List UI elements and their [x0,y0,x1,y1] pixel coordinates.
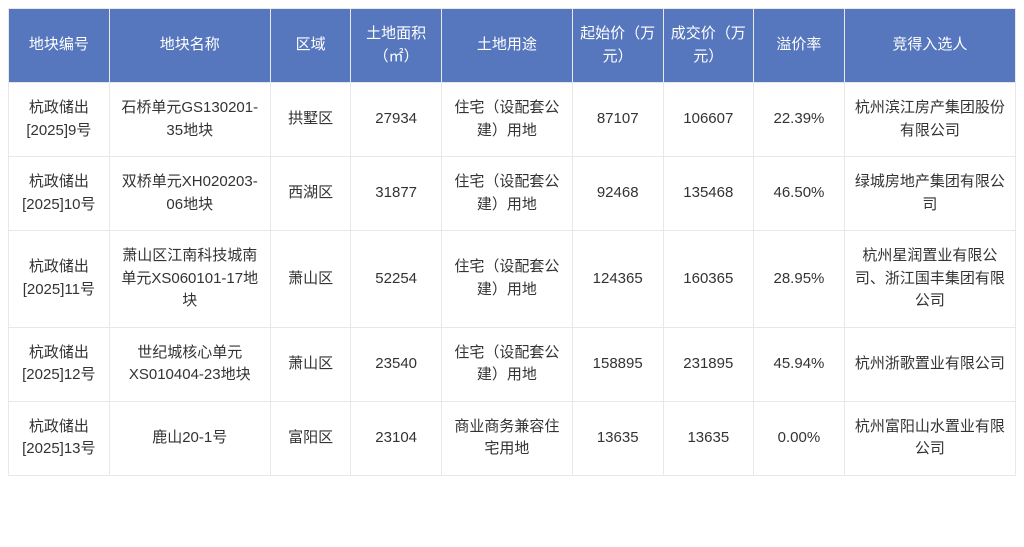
cell-winner: 杭州富阳山水置业有限公司 [844,401,1015,475]
cell-district: 萧山区 [270,231,351,328]
col-header-final-price: 成交价（万元） [663,9,754,83]
cell-premium: 45.94% [754,327,845,401]
cell-winner: 杭州浙歌置业有限公司 [844,327,1015,401]
cell-parcel-id: 杭政储出[2025]9号 [9,83,110,157]
cell-final-price: 160365 [663,231,754,328]
cell-final-price: 106607 [663,83,754,157]
cell-parcel-name: 石桥单元GS130201-35地块 [109,83,270,157]
cell-parcel-id: 杭政储出[2025]13号 [9,401,110,475]
cell-district: 萧山区 [270,327,351,401]
cell-land-use: 住宅（设配套公建）用地 [441,231,572,328]
table-row: 杭政储出[2025]10号 双桥单元XH020203-06地块 西湖区 3187… [9,157,1016,231]
cell-premium: 28.95% [754,231,845,328]
cell-winner: 杭州滨江房产集团股份有限公司 [844,83,1015,157]
table-row: 杭政储出[2025]9号 石桥单元GS130201-35地块 拱墅区 27934… [9,83,1016,157]
col-header-land-use: 土地用途 [441,9,572,83]
cell-winner: 绿城房地产集团有限公司 [844,157,1015,231]
cell-parcel-id: 杭政储出[2025]10号 [9,157,110,231]
cell-premium: 46.50% [754,157,845,231]
cell-area: 23540 [351,327,442,401]
cell-land-use: 住宅（设配套公建）用地 [441,157,572,231]
cell-land-use: 商业商务兼容住宅用地 [441,401,572,475]
cell-district: 富阳区 [270,401,351,475]
col-header-premium: 溢价率 [754,9,845,83]
cell-final-price: 13635 [663,401,754,475]
cell-land-use: 住宅（设配套公建）用地 [441,83,572,157]
cell-winner: 杭州星润置业有限公司、浙江国丰集团有限公司 [844,231,1015,328]
land-auction-table: 地块编号 地块名称 区域 土地面积（㎡） 土地用途 起始价（万元） 成交价（万元… [8,8,1016,476]
col-header-winner: 竞得入选人 [844,9,1015,83]
cell-start-price: 92468 [572,157,663,231]
cell-premium: 22.39% [754,83,845,157]
cell-parcel-name: 萧山区江南科技城南单元XS060101-17地块 [109,231,270,328]
table-row: 杭政储出[2025]11号 萧山区江南科技城南单元XS060101-17地块 萧… [9,231,1016,328]
cell-final-price: 135468 [663,157,754,231]
cell-land-use: 住宅（设配套公建）用地 [441,327,572,401]
table-row: 杭政储出[2025]13号 鹿山20-1号 富阳区 23104 商业商务兼容住宅… [9,401,1016,475]
cell-area: 23104 [351,401,442,475]
cell-premium: 0.00% [754,401,845,475]
cell-district: 拱墅区 [270,83,351,157]
cell-parcel-id: 杭政储出[2025]11号 [9,231,110,328]
col-header-parcel-id: 地块编号 [9,9,110,83]
cell-parcel-name: 世纪城核心单元XS010404-23地块 [109,327,270,401]
cell-start-price: 87107 [572,83,663,157]
col-header-district: 区域 [270,9,351,83]
cell-start-price: 13635 [572,401,663,475]
cell-area: 31877 [351,157,442,231]
cell-parcel-name: 双桥单元XH020203-06地块 [109,157,270,231]
cell-parcel-name: 鹿山20-1号 [109,401,270,475]
col-header-area: 土地面积（㎡） [351,9,442,83]
cell-area: 27934 [351,83,442,157]
cell-parcel-id: 杭政储出[2025]12号 [9,327,110,401]
cell-district: 西湖区 [270,157,351,231]
cell-final-price: 231895 [663,327,754,401]
table-header-row: 地块编号 地块名称 区域 土地面积（㎡） 土地用途 起始价（万元） 成交价（万元… [9,9,1016,83]
col-header-start-price: 起始价（万元） [572,9,663,83]
table-row: 杭政储出[2025]12号 世纪城核心单元XS010404-23地块 萧山区 2… [9,327,1016,401]
cell-area: 52254 [351,231,442,328]
cell-start-price: 124365 [572,231,663,328]
table-body: 杭政储出[2025]9号 石桥单元GS130201-35地块 拱墅区 27934… [9,83,1016,476]
cell-start-price: 158895 [572,327,663,401]
col-header-parcel-name: 地块名称 [109,9,270,83]
